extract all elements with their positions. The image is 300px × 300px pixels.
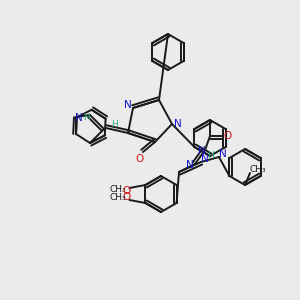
Text: O: O <box>135 154 143 164</box>
Text: N: N <box>198 146 206 156</box>
Text: N: N <box>174 119 182 129</box>
Text: H: H <box>112 120 118 129</box>
Text: N: N <box>201 154 209 164</box>
Text: N: N <box>124 100 132 110</box>
Text: O: O <box>224 131 232 141</box>
Text: O: O <box>122 192 130 202</box>
Text: N: N <box>75 113 83 123</box>
Text: CH₃: CH₃ <box>250 166 266 175</box>
Text: H: H <box>207 152 213 160</box>
Text: CH₃: CH₃ <box>109 185 126 194</box>
Text: N: N <box>219 149 227 159</box>
Text: N: N <box>186 160 194 170</box>
Text: CH₃: CH₃ <box>109 194 126 202</box>
Text: O: O <box>122 186 130 196</box>
Text: H: H <box>82 113 89 122</box>
